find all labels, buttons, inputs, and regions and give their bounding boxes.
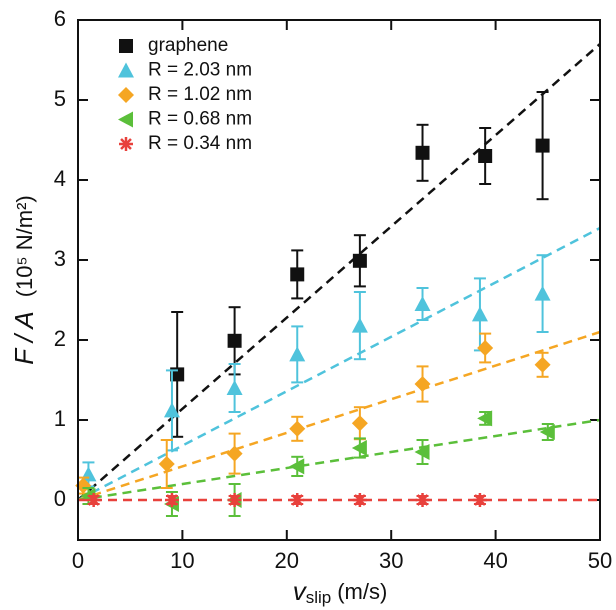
- marker: [290, 493, 305, 507]
- marker: [289, 420, 306, 437]
- marker: [289, 346, 306, 362]
- marker: [415, 145, 430, 160]
- marker: [415, 493, 430, 507]
- marker: [471, 306, 488, 322]
- legend-label: R = 0.34 nm: [148, 133, 252, 154]
- marker: [290, 267, 305, 282]
- marker-stroke: [87, 494, 100, 506]
- legend-label: R = 1.02 nm: [148, 84, 252, 105]
- marker-stroke: [228, 494, 241, 506]
- x-label-main: v: [293, 576, 308, 606]
- x-axis-label: vslip (m/s): [293, 576, 388, 608]
- y-tick-label: 5: [54, 86, 66, 111]
- marker: [414, 444, 430, 460]
- legend-marker: [118, 111, 133, 128]
- marker: [414, 296, 431, 311]
- marker: [535, 138, 550, 153]
- y-label-unit: (10⁵ N/m²): [12, 195, 37, 297]
- legend-label: R = 2.03 nm: [148, 60, 252, 81]
- legend-label: R = 0.68 nm: [148, 109, 252, 130]
- marker: [75, 477, 92, 494]
- marker: [351, 415, 368, 432]
- marker: [477, 340, 494, 356]
- marker: [226, 380, 243, 395]
- marker: [163, 402, 180, 418]
- y-tick-label: 0: [54, 486, 66, 511]
- x-tick-label: 20: [275, 548, 299, 573]
- y-tick-label: 3: [54, 246, 66, 271]
- marker: [164, 493, 179, 507]
- marker: [352, 253, 367, 268]
- y-axis-label: F / A (10⁵ N/m²): [9, 195, 39, 364]
- marker-stroke: [354, 494, 366, 506]
- legend-marker: [118, 87, 134, 103]
- legend-marker: [119, 137, 133, 151]
- marker: [226, 445, 243, 462]
- marker: [472, 493, 487, 507]
- marker-stroke: [291, 494, 304, 506]
- legend-label: graphene: [148, 35, 228, 56]
- marker: [539, 424, 555, 440]
- x-label-sub: slip: [306, 588, 332, 607]
- y-tick-label: 2: [54, 326, 66, 351]
- y-tick-label: 4: [54, 166, 66, 191]
- x-tick-label: 0: [72, 548, 84, 573]
- y-label-main: F / A: [9, 311, 39, 364]
- marker-stroke: [166, 494, 178, 506]
- marker: [534, 285, 551, 301]
- marker: [478, 149, 493, 163]
- marker: [352, 493, 367, 507]
- fit-line: [77, 226, 601, 502]
- x-tick-label: 50: [588, 548, 612, 573]
- fit-line: [77, 330, 601, 502]
- fit-line: [77, 43, 601, 501]
- x-tick-label: 10: [170, 548, 194, 573]
- x-tick-label: 30: [379, 548, 403, 573]
- legend-marker: [118, 62, 134, 78]
- marker: [86, 493, 101, 507]
- y-tick-label: 6: [54, 6, 66, 31]
- marker-stroke: [416, 494, 429, 506]
- marker: [477, 410, 493, 427]
- marker: [351, 440, 367, 456]
- marker: [289, 458, 305, 475]
- x-tick-label: 40: [483, 548, 507, 573]
- marker-stroke: [120, 138, 132, 150]
- y-tick-label: 1: [54, 406, 66, 431]
- legend-marker: [119, 39, 133, 53]
- marker: [227, 333, 242, 348]
- marker: [158, 456, 175, 472]
- x-label-unit: (m/s): [337, 579, 387, 604]
- plot-frame: [77, 19, 601, 541]
- marker: [534, 356, 551, 373]
- marker: [351, 317, 368, 333]
- fit-line: [77, 418, 601, 502]
- marker-stroke: [474, 494, 486, 506]
- marker: [414, 376, 431, 392]
- marker: [227, 493, 242, 507]
